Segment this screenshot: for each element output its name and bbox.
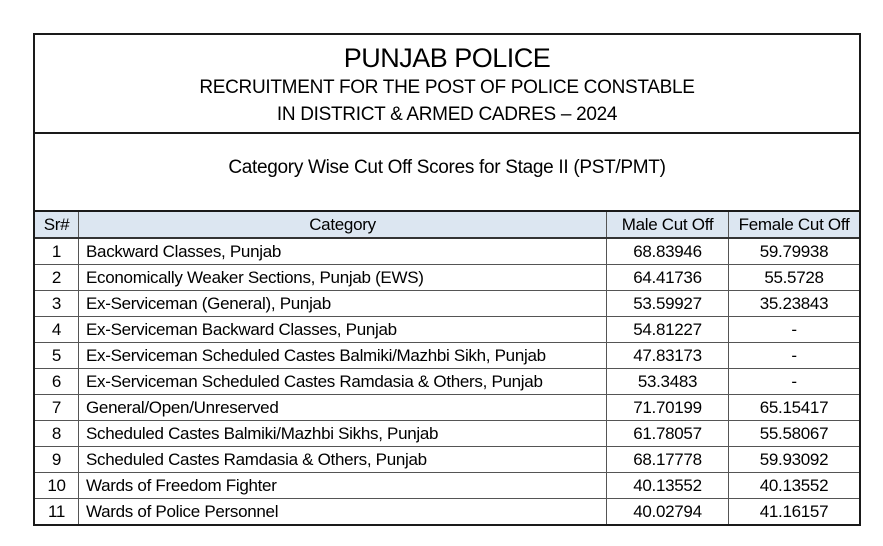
male-cutoff-cell: 40.13552: [606, 472, 729, 499]
category-cell: Ex-Serviceman Scheduled Castes Balmiki/M…: [78, 342, 607, 369]
table-row: 3 Ex-Serviceman (General), Punjab 53.59927…: [35, 290, 859, 317]
female-cutoff-cell: -: [728, 316, 859, 343]
sr-cell: 3: [35, 290, 79, 317]
table-row: 4 Ex-Serviceman Backward Classes, Punjab 5…: [35, 316, 859, 343]
table-row: 9 Scheduled Castes Ramdasia & Others, Pun…: [35, 446, 859, 473]
category-cell: Wards of Police Personnel: [78, 498, 607, 524]
category-cell: Scheduled Castes Balmiki/Mazhbi Sikhs, P…: [78, 420, 607, 447]
column-header-category: Category: [78, 212, 607, 239]
recruitment-line-2: IN DISTRICT & ARMED CADRES – 2024: [276, 104, 618, 125]
recruitment-line-1: RECRUITMENT FOR THE POST OF POLICE CONST…: [199, 77, 695, 98]
category-cell: Ex-Serviceman Backward Classes, Punjab: [78, 316, 607, 343]
category-cell: Ex-Serviceman (General), Punjab: [78, 290, 607, 317]
sr-cell: 6: [35, 368, 79, 395]
category-cell: Economically Weaker Sections, Punjab (EW…: [78, 264, 607, 291]
female-cutoff-cell: 41.16157: [728, 498, 859, 524]
male-cutoff-cell: 61.78057: [606, 420, 729, 447]
female-cutoff-cell: 65.15417: [728, 394, 859, 421]
table-row: 7 General/Open/Unreserved 71.70199 65.15417: [35, 394, 859, 421]
sr-cell: 2: [35, 264, 79, 291]
category-cell: Backward Classes, Punjab: [78, 237, 607, 265]
sr-cell: 4: [35, 316, 79, 343]
male-cutoff-cell: 47.83173: [606, 342, 729, 369]
sr-cell: 5: [35, 342, 79, 369]
table-row: 11 Wards of Police Personnel 40.02794 41.16…: [35, 498, 859, 524]
category-cell: Wards of Freedom Fighter: [78, 472, 607, 499]
male-cutoff-cell: 64.41736: [606, 264, 729, 291]
male-cutoff-cell: 53.59927: [606, 290, 729, 317]
column-header-female: Female Cut Off: [728, 212, 859, 239]
female-cutoff-cell: 55.58067: [728, 420, 859, 447]
table-row: 6 Ex-Serviceman Scheduled Castes Ramdasia…: [35, 368, 859, 395]
table-row: 2 Economically Weaker Sections, Punjab (E…: [35, 264, 859, 291]
male-cutoff-cell: 40.02794: [606, 498, 729, 524]
female-cutoff-cell: 59.93092: [728, 446, 859, 473]
sr-cell: 9: [35, 446, 79, 473]
table-row: 10 Wards of Freedom Fighter 40.13552 40.135…: [35, 472, 859, 499]
male-cutoff-cell: 68.83946: [606, 237, 729, 265]
female-cutoff-cell: -: [728, 368, 859, 395]
female-cutoff-cell: 55.5728: [728, 264, 859, 291]
page-title: PUNJAB POLICE: [343, 43, 551, 73]
table-row: 1 Backward Classes, Punjab 68.83946 59.7993…: [35, 237, 859, 265]
female-cutoff-cell: 40.13552: [728, 472, 859, 499]
column-header-male: Male Cut Off: [606, 212, 729, 239]
category-cell: Scheduled Castes Ramdasia & Others, Punj…: [78, 446, 607, 473]
cutoff-document: PUNJAB POLICE RECRUITMENT FOR THE POST O…: [33, 33, 861, 526]
table-header-row: Sr# Category Male Cut Off Female Cut Off: [35, 212, 859, 239]
male-cutoff-cell: 71.70199: [606, 394, 729, 421]
sr-cell: 10: [35, 472, 79, 499]
female-cutoff-cell: 35.23843: [728, 290, 859, 317]
cutoff-table: Sr# Category Male Cut Off Female Cut Off…: [35, 212, 859, 524]
male-cutoff-cell: 54.81227: [606, 316, 729, 343]
sr-cell: 7: [35, 394, 79, 421]
subtitle: Category Wise Cut Off Scores for Stage I…: [35, 134, 859, 212]
sr-cell: 8: [35, 420, 79, 447]
female-cutoff-cell: 59.79938: [728, 237, 859, 265]
column-header-sr: Sr#: [35, 212, 79, 239]
table-row: 5 Ex-Serviceman Scheduled Castes Balmiki/…: [35, 342, 859, 369]
sr-cell: 1: [35, 237, 79, 265]
female-cutoff-cell: -: [728, 342, 859, 369]
male-cutoff-cell: 53.3483: [606, 368, 729, 395]
category-cell: General/Open/Unreserved: [78, 394, 607, 421]
category-cell: Ex-Serviceman Scheduled Castes Ramdasia …: [78, 368, 607, 395]
table-row: 8 Scheduled Castes Balmiki/Mazhbi Sikhs, …: [35, 420, 859, 447]
sr-cell: 11: [35, 498, 79, 524]
male-cutoff-cell: 68.17778: [606, 446, 729, 473]
title-section: PUNJAB POLICE RECRUITMENT FOR THE POST O…: [35, 35, 859, 134]
